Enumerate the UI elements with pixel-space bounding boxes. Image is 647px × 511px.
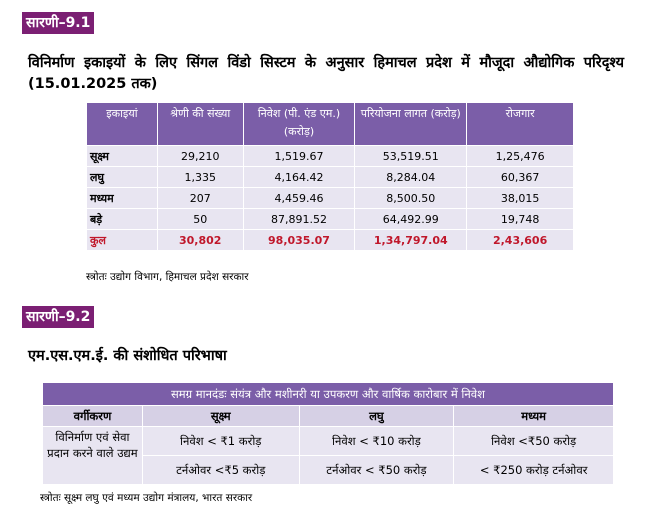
- table-cell: 2,43,606: [466, 229, 574, 251]
- table-cell: 8,284.04: [354, 166, 468, 188]
- row-label: कुल: [86, 229, 158, 251]
- table-cell: 4,459.46: [242, 187, 356, 209]
- row-label: मध्यम: [86, 187, 158, 209]
- table-cell: 60,367: [466, 166, 574, 188]
- category-cell: विनिर्माण एवं सेवा प्रदान करने वाले उद्य…: [42, 426, 143, 485]
- table-cell: 38,015: [466, 187, 574, 209]
- column-header: निवेश (पी. एंड एम.) (करोड़): [242, 102, 356, 146]
- industrial-scenario-table: इकाइयां श्रेणी की संख्या निवेश (पी. एंड …: [86, 102, 574, 251]
- table-title: एम.एस.एम.ई. की संशोधित परिभाषा: [28, 348, 227, 364]
- row-label: बड़े: [86, 208, 158, 230]
- table-cell: 1,25,476: [466, 145, 574, 167]
- table-cell: 8,500.50: [354, 187, 468, 209]
- table-row: लघु 1,335 4,164.42 8,284.04 60,367: [86, 166, 574, 188]
- table-header-row: इकाइयां श्रेणी की संख्या निवेश (पी. एंड …: [86, 102, 574, 146]
- table-source: स्त्रोतः उद्योग विभाग, हिमाचल प्रदेश सरक…: [86, 271, 249, 283]
- table-cell: 207: [156, 187, 244, 209]
- msme-definition-table: समग्र मानदंडः संयंत्र और मशीनरी या उपकरण…: [42, 382, 614, 485]
- column-header: वर्गीकरण: [42, 405, 143, 427]
- column-header: श्रेणी की संख्या: [156, 102, 244, 146]
- column-header: परियोजना लागत (करोड़): [354, 102, 468, 146]
- table-cell: निवेश <₹50 करोड़: [453, 426, 614, 456]
- table-cell: 29,210: [156, 145, 244, 167]
- table-title: विनिर्माण इकाइयों के लिए सिंगल विंडो सिस…: [28, 55, 624, 92]
- table-header-row: वर्गीकरण सूक्ष्म लघु मध्यम: [42, 405, 614, 427]
- table-cell: 87,891.52: [242, 208, 356, 230]
- table-row: विनिर्माण एवं सेवा प्रदान करने वाले उद्य…: [42, 426, 614, 485]
- row-label: सूक्ष्म: [86, 145, 158, 167]
- table-cell: 98,035.07: [242, 229, 356, 251]
- table-cell: निवेश < ₹10 करोड़: [298, 426, 455, 456]
- table-number-tag: सारणी–9.2: [22, 306, 95, 328]
- column-header: इकाइयां: [86, 102, 158, 146]
- row-label: लघु: [86, 166, 158, 188]
- criteria-banner: समग्र मानदंडः संयंत्र और मशीनरी या उपकरण…: [42, 382, 614, 406]
- table-cell: 64,492.99: [354, 208, 468, 230]
- column-header: मध्यम: [453, 405, 614, 427]
- table-row: सूक्ष्म 29,210 1,519.67 53,519.51 1,25,4…: [86, 145, 574, 167]
- table-cell: 50: [156, 208, 244, 230]
- table-row: मध्यम 207 4,459.46 8,500.50 38,015: [86, 187, 574, 209]
- table-cell: 4,164.42: [242, 166, 356, 188]
- table-cell: 30,802: [156, 229, 244, 251]
- total-row: कुल 30,802 98,035.07 1,34,797.04 2,43,60…: [86, 229, 574, 251]
- table-cell: टर्नओवर < ₹50 करोड़: [298, 455, 455, 485]
- table-cell: 1,34,797.04: [354, 229, 468, 251]
- table-cell: निवेश < ₹1 करोड़: [141, 426, 300, 456]
- table-row: टर्नओवर <₹5 करोड़ टर्नओवर < ₹50 करोड़ < …: [43, 455, 614, 485]
- table-cell: 1,519.67: [242, 145, 356, 167]
- column-header: लघु: [298, 405, 455, 427]
- table-source: स्त्रोतः सूक्ष्म लघु एवं मध्यम उद्योग मं…: [40, 492, 253, 504]
- table-cell: < ₹250 करोड़ टर्नओवर: [453, 455, 614, 485]
- table-cell: 53,519.51: [354, 145, 468, 167]
- table-row: बड़े 50 87,891.52 64,492.99 19,748: [86, 208, 574, 230]
- column-header: सूक्ष्म: [141, 405, 300, 427]
- column-header: रोजगार: [466, 102, 574, 146]
- table-cell: टर्नओवर <₹5 करोड़: [141, 455, 300, 485]
- table-cell: 1,335: [156, 166, 244, 188]
- table-number-tag: सारणी–9.1: [22, 12, 95, 34]
- table-cell: 19,748: [466, 208, 574, 230]
